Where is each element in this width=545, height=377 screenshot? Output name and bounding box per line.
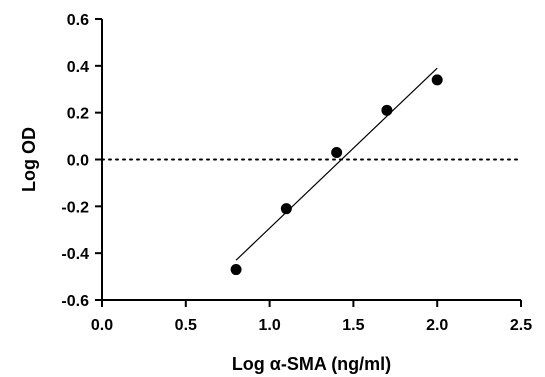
y-tick-label: 0.0	[67, 153, 89, 170]
x-tick-label: 2.0	[426, 317, 448, 334]
y-tick-label: 0.6	[67, 12, 89, 29]
y-axis-title: Log OD	[19, 127, 39, 192]
y-tick-label: -0.4	[61, 246, 89, 263]
data-point	[431, 74, 443, 86]
data-point	[331, 146, 343, 158]
x-tick-label: 2.5	[510, 317, 532, 334]
x-tick-label: 0.5	[175, 317, 197, 334]
x-tick-label: 1.5	[342, 317, 364, 334]
fit-line-layer	[235, 67, 438, 261]
fit-line	[235, 67, 438, 261]
data-point	[280, 203, 292, 215]
y-tick-label: -0.2	[61, 199, 89, 216]
y-ticks: -0.6 -0.4 -0.2 0.0 0.2 0.4 0.6	[61, 12, 102, 310]
x-axis-title: Log α-SMA (ng/ml)	[232, 354, 391, 374]
data-point	[230, 264, 242, 276]
data-point	[381, 104, 393, 116]
x-ticks: 0.0 0.5 1.0 1.5 2.0 2.5	[91, 300, 532, 334]
data-points	[230, 74, 443, 276]
x-tick-label: 1.0	[258, 317, 280, 334]
x-tick-label: 0.0	[91, 317, 113, 334]
y-tick-label: 0.2	[67, 106, 89, 123]
y-tick-label: 0.4	[67, 59, 89, 76]
y-tick-label: -0.6	[61, 293, 89, 310]
